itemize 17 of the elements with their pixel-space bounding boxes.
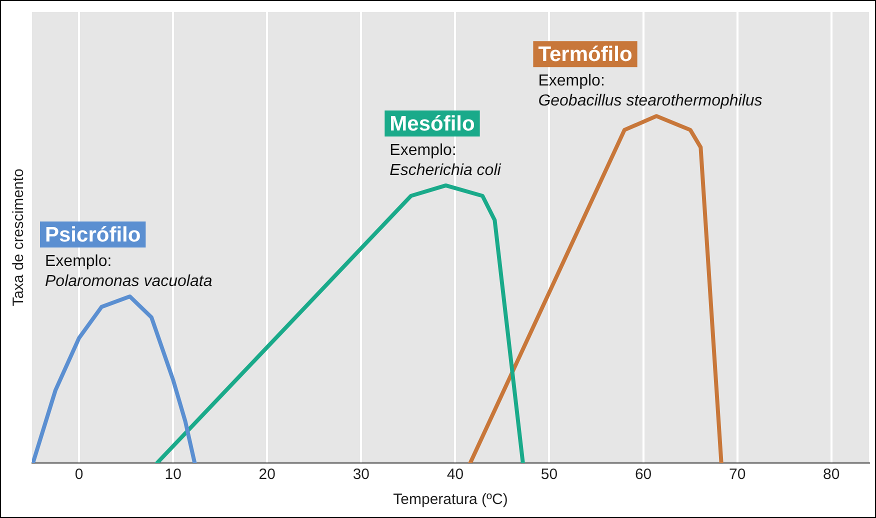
y-axis-title: Taxa de crescimento xyxy=(10,168,28,306)
text: Psicrófilo xyxy=(45,223,141,246)
x-tick-label: 70 xyxy=(728,466,746,484)
x-tick-label: 30 xyxy=(352,466,370,484)
x-tick-label: 40 xyxy=(446,466,464,484)
x-tick-label: 60 xyxy=(634,466,652,484)
x-axis-title: Temperatura (ºC) xyxy=(393,491,508,508)
annotation: Exemplo: Escherichia coli xyxy=(390,142,502,179)
x-tick-label: 80 xyxy=(823,466,840,484)
x-tick-label: 0 xyxy=(74,466,84,484)
text: Mesófilo xyxy=(390,112,475,136)
x-tick-label: 20 xyxy=(258,466,276,484)
annotation: Exemplo: Polaromonas vacuolata xyxy=(45,252,212,290)
text: Exemplo: Geobacillus stearothermophilus xyxy=(538,72,762,110)
x-tick-label: 10 xyxy=(164,466,182,484)
x-tick-label: 50 xyxy=(540,466,558,484)
text: Termófilo xyxy=(538,42,632,66)
